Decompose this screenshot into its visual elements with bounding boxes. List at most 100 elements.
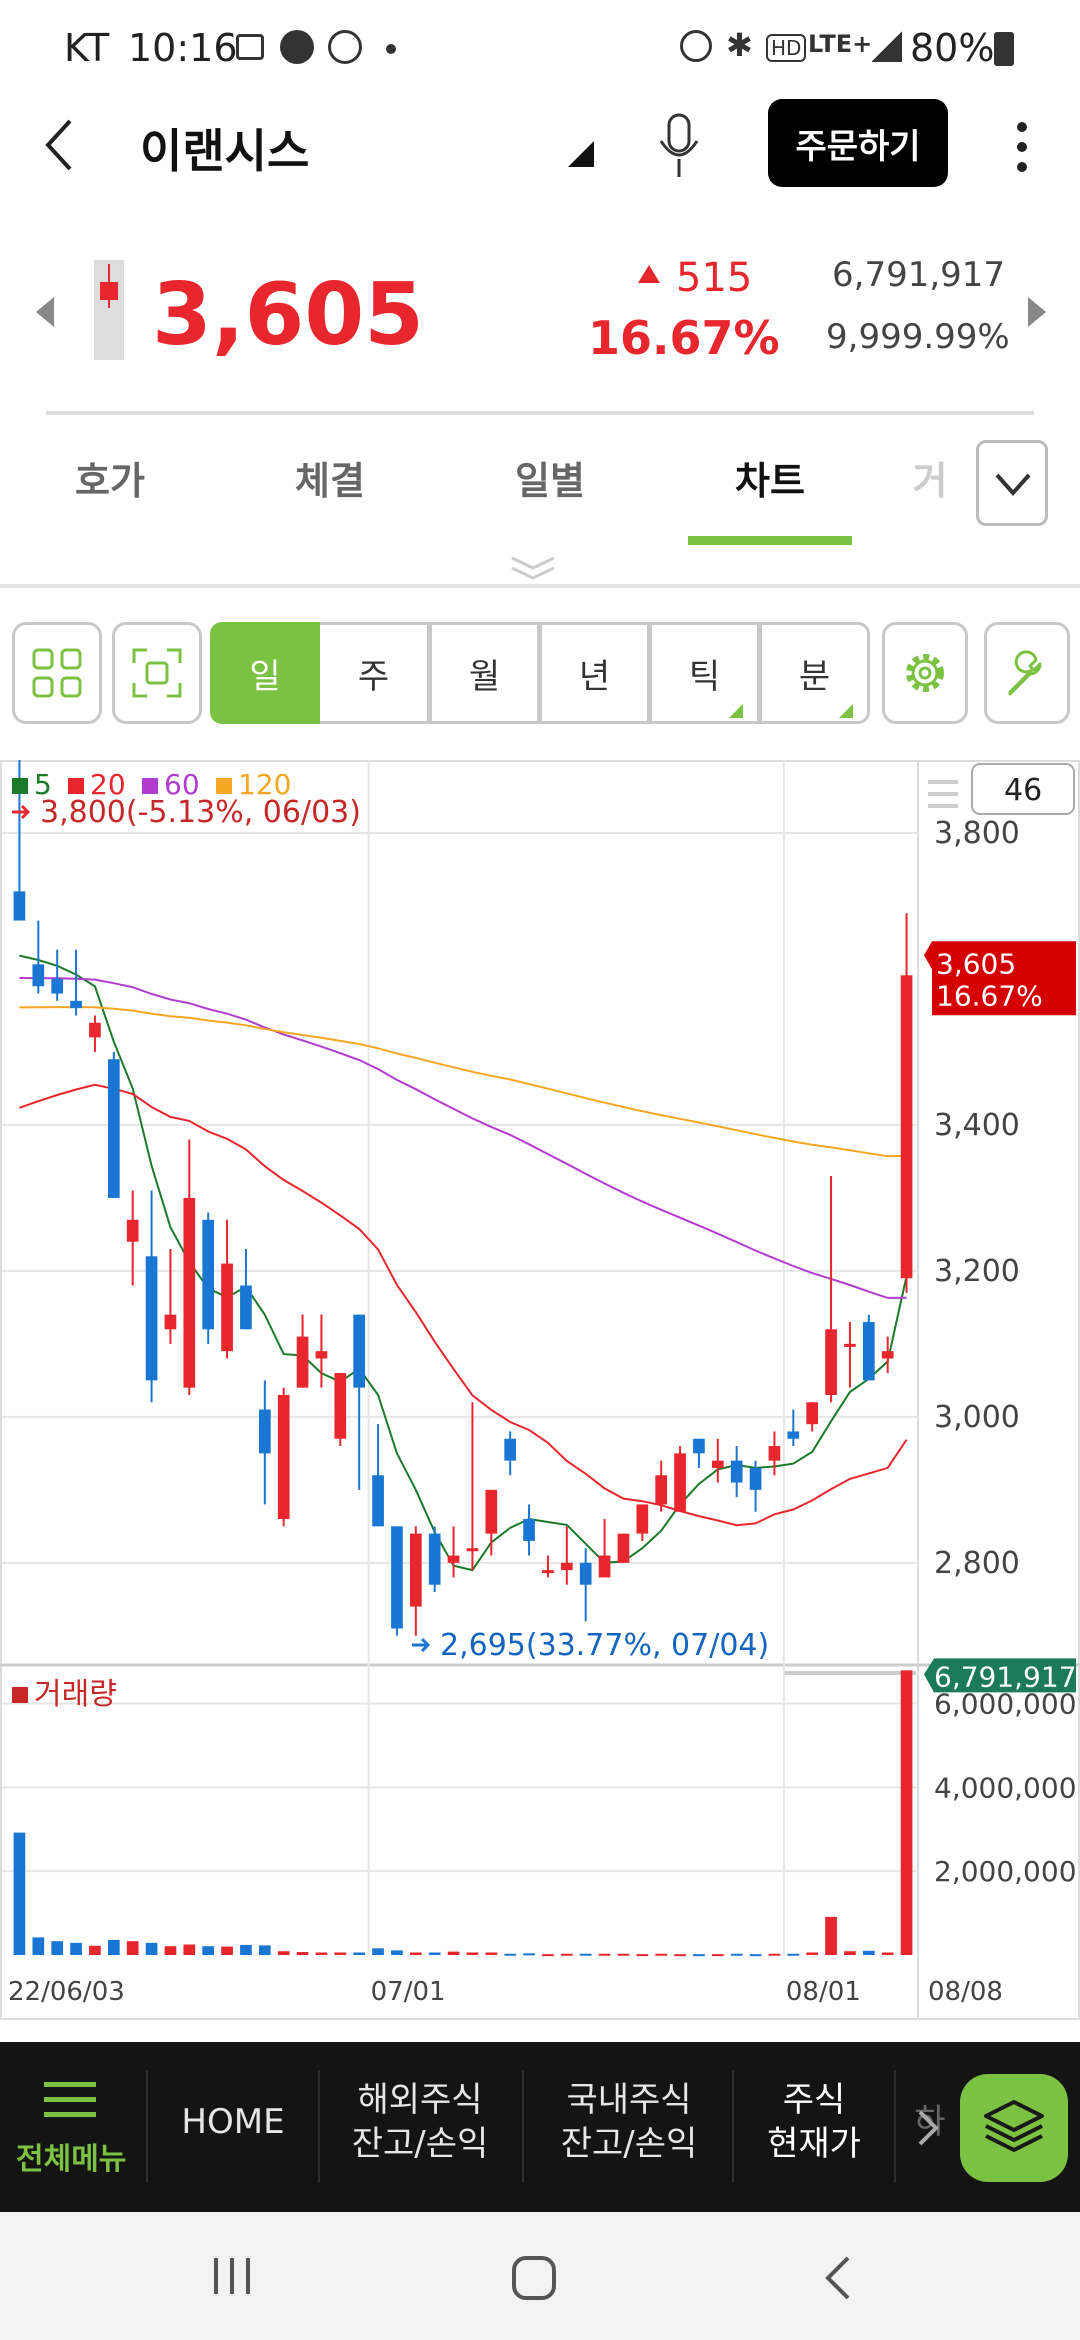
chart-menu-icon xyxy=(928,792,958,796)
hd-voice-icon: HD xyxy=(766,34,807,62)
layout-grid-button[interactable] xyxy=(12,622,102,724)
candle-body xyxy=(221,1263,233,1352)
chart-toolbar: 일 주 월 년 틱 분 xyxy=(0,615,1080,735)
domestic-balance-button[interactable]: 국내주식 잔고/손익 xyxy=(524,2078,734,2166)
candle-body xyxy=(523,1519,535,1541)
ma60-line xyxy=(19,977,907,1299)
tools-button[interactable] xyxy=(984,622,1070,724)
tab-orderbook[interactable]: 호가 xyxy=(75,459,145,503)
order-button[interactable]: 주문하기 xyxy=(768,99,948,187)
overseas-balance-button[interactable]: 해외주식 잔고/손익 xyxy=(320,2078,520,2166)
divider xyxy=(732,2070,734,2182)
volume-rate: 9,999.99% xyxy=(826,317,1010,357)
tab-expand-button[interactable] xyxy=(976,440,1048,526)
chart-frame xyxy=(0,760,1080,2020)
current-price-flag-rate: 16.67% xyxy=(936,979,1043,1012)
day-range-indicator xyxy=(94,260,124,360)
candle-body xyxy=(542,1570,554,1574)
volume-bar xyxy=(107,1939,120,1955)
back-nav-icon[interactable] xyxy=(820,2254,856,2302)
stock-chart[interactable]: 3,800 3,400 3,200 3,000 2,800 6,000,000 4,000,… xyxy=(0,752,1080,2020)
stock-quote-button[interactable]: 주식 현재가 xyxy=(734,2078,894,2166)
current-volume-flag-label: 6,791,917 xyxy=(934,1660,1077,1693)
home-button[interactable]: HOME xyxy=(181,2102,285,2142)
tab-bar: 호가 체결 일별 차트 거 xyxy=(0,420,1080,595)
volume-bar xyxy=(466,1952,479,1955)
grid-icon xyxy=(32,648,82,698)
volume-bar xyxy=(617,1953,630,1956)
overseas-label-line2: 잔고/손익 xyxy=(351,2124,489,2164)
more-options-icon[interactable] xyxy=(1004,117,1040,177)
candle-body xyxy=(353,1314,366,1388)
ma5-line xyxy=(19,954,908,1572)
stock-name[interactable]: 이랜시스 xyxy=(140,124,310,178)
tick-options-triangle-icon xyxy=(729,704,743,718)
bluetooth-icon: ✱ xyxy=(726,26,753,64)
volume-bar xyxy=(372,1948,384,1955)
candle-body xyxy=(447,1555,460,1563)
home-nav-icon[interactable] xyxy=(510,2254,558,2302)
volume-bar xyxy=(560,1953,573,1956)
collapse-handle-icon[interactable] xyxy=(508,554,558,584)
price-tick-label: 2,800 xyxy=(934,1546,1020,1581)
check-badge-icon xyxy=(280,30,314,64)
candle-body xyxy=(560,1562,573,1571)
low-annotation: 2,695(33.77%, 07/04) xyxy=(440,1628,769,1663)
period-month-button[interactable]: 월 xyxy=(430,622,540,724)
layers-icon xyxy=(984,2100,1044,2152)
nav-scroll-right-icon[interactable] xyxy=(916,2108,940,2148)
menu-button[interactable]: 전체메뉴 xyxy=(0,2042,146,2212)
candle-body xyxy=(825,1329,837,1395)
microphone-icon[interactable] xyxy=(654,113,704,183)
volume-bar xyxy=(447,1951,460,1955)
fullscreen-button[interactable] xyxy=(112,622,202,724)
volume-bar xyxy=(806,1952,819,1955)
candle-body xyxy=(862,1321,875,1381)
chart-area[interactable]: 3,800 3,400 3,200 3,000 2,800 6,000,000 4,000,… xyxy=(0,752,1080,2020)
dropdown-triangle-icon[interactable] xyxy=(566,139,596,169)
quote-panel: 3,605 515 16.67% 6,791,917 9,999.99% xyxy=(0,235,1080,420)
volume-bar xyxy=(221,1946,233,1955)
candle-count: 46 xyxy=(1004,773,1042,808)
hamburger-icon xyxy=(44,2082,96,2117)
candle-body xyxy=(787,1431,800,1439)
next-stock-icon[interactable] xyxy=(1026,295,1048,329)
fullscreen-icon xyxy=(132,648,182,698)
tab-more-partial[interactable]: 거 xyxy=(912,459,948,503)
candle-body xyxy=(579,1562,592,1585)
period-week-button[interactable]: 주 xyxy=(320,622,430,724)
candle-body xyxy=(749,1467,762,1490)
volume-bar xyxy=(504,1953,517,1956)
period-day-button[interactable]: 일 xyxy=(210,622,320,724)
quick-menu-button[interactable] xyxy=(960,2074,1068,2182)
candle-body xyxy=(334,1373,347,1439)
candle-body xyxy=(13,891,26,921)
volume-bar xyxy=(391,1950,403,1955)
current-price: 3,605 xyxy=(152,265,425,365)
tab-chart[interactable]: 차트 xyxy=(735,459,805,503)
back-icon[interactable] xyxy=(40,117,80,173)
x-axis-label: 22/06/03 xyxy=(8,1977,125,2007)
ma120-line xyxy=(19,1006,907,1158)
candle-body xyxy=(258,1409,271,1454)
volume-bar xyxy=(862,1950,875,1955)
volume-bar xyxy=(674,1954,686,1957)
volume-bar xyxy=(711,1954,724,1957)
chart-menu-icon xyxy=(928,780,958,784)
minute-options-triangle-icon xyxy=(839,704,853,718)
bottom-navigation: 전체메뉴 HOME 해외주식 잔고/손익 국내주식 잔고/손익 주식 현재가 하 xyxy=(0,2042,1080,2212)
candle-body xyxy=(806,1402,819,1425)
tab-daily[interactable]: 일별 xyxy=(515,459,585,503)
recent-apps-icon[interactable] xyxy=(210,2254,254,2298)
legend-label: 120 xyxy=(238,768,291,801)
candle-body xyxy=(32,964,45,987)
settings-button[interactable] xyxy=(882,622,968,724)
prev-stock-icon[interactable] xyxy=(34,295,56,329)
candle-body xyxy=(51,978,64,994)
volume-bar xyxy=(70,1942,82,1955)
high-arrow-icon xyxy=(12,804,31,820)
current-price-flag-price: 3,605 xyxy=(936,947,1016,980)
volume-bar xyxy=(693,1954,705,1957)
tab-trades[interactable]: 체결 xyxy=(295,459,365,503)
period-year-button[interactable]: 년 xyxy=(540,622,650,724)
